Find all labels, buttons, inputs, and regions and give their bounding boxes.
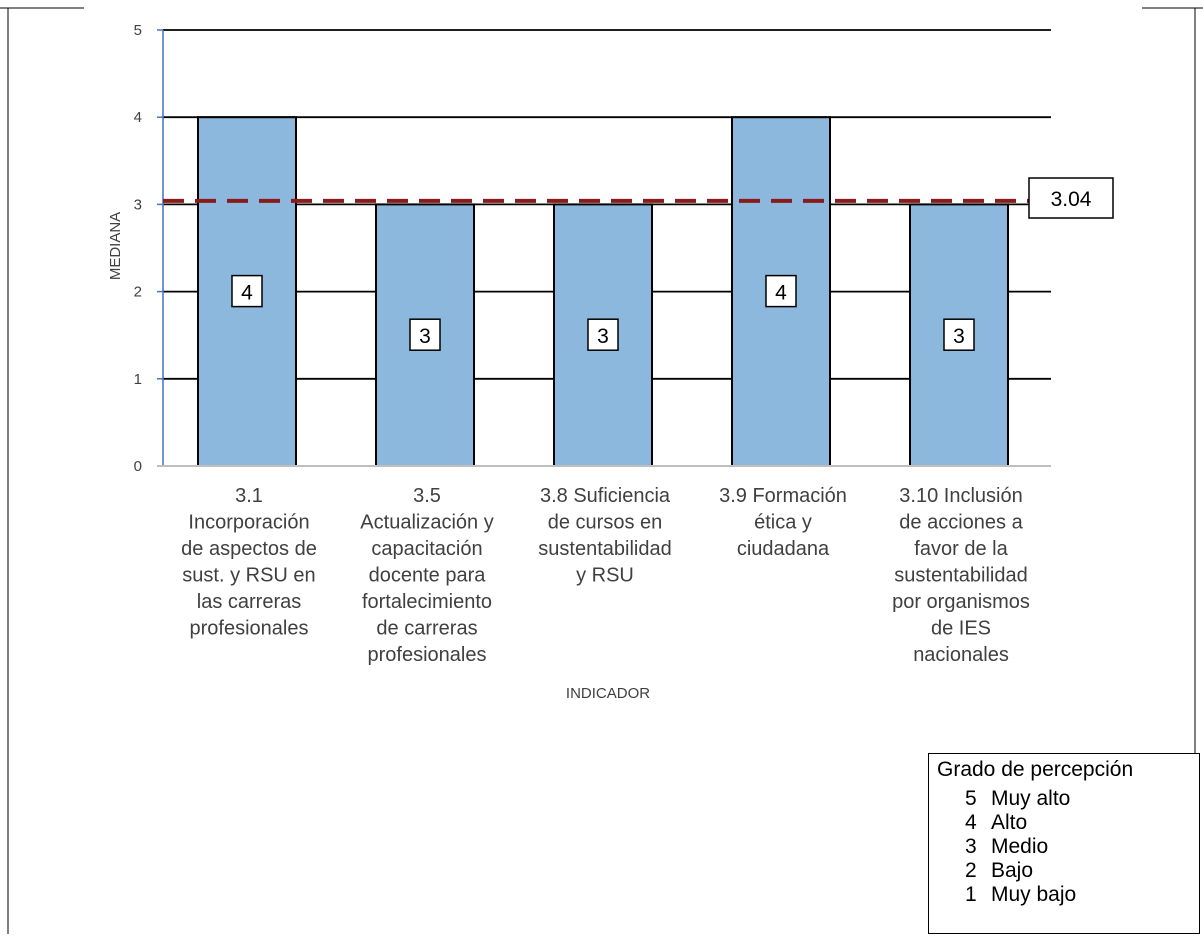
data-label-box	[231, 274, 263, 308]
x-category-label: 3.8 Suficiencia de cursos en sustentabilid…	[538, 485, 671, 587]
data-label: 4	[241, 282, 253, 305]
x-category-label-line: sustentabilidad	[894, 565, 1027, 587]
legend-item: 5 Muy alto	[965, 787, 1070, 811]
bar	[197, 116, 297, 467]
legend-item-label: Medio	[991, 835, 1049, 858]
x-category-label-line: 3.5	[413, 485, 441, 507]
data-label-box	[765, 274, 797, 308]
legend-item-label: Alto	[991, 811, 1028, 834]
reference-line-group: 3.04	[163, 177, 1114, 219]
reference-label-box	[1028, 177, 1114, 219]
x-category-label-line: sustentabilidad	[538, 538, 671, 560]
x-category-label-line: por organismos	[892, 591, 1030, 613]
legend-item-value: 1	[965, 883, 977, 906]
x-category-label-line: y RSU	[576, 565, 634, 587]
data-label: 3	[953, 325, 965, 348]
y-axis-title: MEDIANA	[107, 212, 124, 280]
legend-item-label: Bajo	[991, 859, 1034, 882]
reference-label: 3.04	[1051, 188, 1092, 211]
x-category-label-line: profesionales	[190, 618, 309, 640]
data-labels: 4 3 3 4 3	[231, 274, 975, 351]
x-category-label: 3.10 Inclusión de acciones a favor de la su…	[892, 485, 1030, 666]
x-category-label-line: de IES	[931, 618, 991, 640]
legend-item: 4 Alto	[965, 811, 1027, 835]
legend: Grado de percepción 5 Muy alto 4 Alto 3 …	[928, 753, 1200, 934]
x-category-labels: 3.1 Incorporación de aspectos de sust. y RS…	[181, 485, 1030, 666]
x-category-label-line: Incorporación	[188, 512, 309, 534]
legend-item: 1 Muy bajo	[965, 883, 1076, 907]
x-category-label-line: 3.1	[235, 485, 263, 507]
x-category-label-line: las carreras	[197, 591, 301, 613]
data-label: 3	[597, 325, 609, 348]
x-category-label-line: de cursos en	[548, 512, 663, 534]
x-category-label-line: fortalecimiento	[362, 591, 492, 613]
x-category-label-line: ciudadana	[737, 538, 830, 560]
legend-item-value: 4	[965, 811, 977, 834]
legend-item-label: Muy alto	[991, 787, 1071, 810]
x-category-label-line: Actualización y	[360, 512, 493, 534]
legend-item-value: 3	[965, 835, 977, 858]
x-category-label-line: docente para	[369, 565, 487, 587]
legend-item-value: 2	[965, 859, 977, 882]
x-category-label-line: ética y	[754, 512, 812, 534]
y-tick-label: 2	[134, 284, 142, 301]
axes	[157, 29, 1051, 467]
y-tick-label: 1	[134, 371, 142, 388]
x-category-label-line: de aspectos de	[181, 538, 317, 560]
data-label: 4	[775, 282, 787, 305]
y-tick-label: 3	[134, 196, 142, 213]
y-tick-label: 0	[134, 458, 142, 475]
x-category-label-line: 3.9 Formación	[719, 485, 847, 507]
x-category-label-line: sust. y RSU en	[182, 565, 315, 587]
x-category-label-line: profesionales	[368, 644, 487, 666]
y-tick-labels: 0 1 2 3 4 5	[134, 22, 142, 475]
data-label-box	[587, 318, 619, 351]
x-axis-title: INDICADOR	[566, 685, 650, 702]
x-category-label-line: capacitación	[371, 538, 482, 560]
legend-item-value: 5	[965, 787, 977, 810]
x-category-label-line: nacionales	[913, 644, 1009, 666]
legend-title: Grado de percepción	[937, 758, 1134, 781]
data-label: 3	[419, 325, 431, 348]
chart-border	[0, 7, 1203, 934]
x-category-label-line: de acciones a	[899, 512, 1023, 534]
x-category-label-line: 3.10 Inclusión	[899, 485, 1022, 507]
data-label-box	[409, 318, 441, 351]
x-category-label-line: favor de la	[914, 538, 1008, 560]
data-label-box	[943, 318, 975, 351]
x-category-label-line: 3.8 Suficiencia	[540, 485, 671, 507]
x-category-label: 3.5 Actualización y capacitación docente pa…	[360, 485, 493, 666]
x-category-label: 3.1 Incorporación de aspectos de sust. y RS…	[181, 485, 317, 640]
legend-item: 3 Medio	[965, 835, 1048, 859]
x-category-label-line: de carreras	[376, 618, 477, 640]
legend-item-label: Muy bajo	[991, 883, 1077, 906]
bars	[197, 116, 1009, 467]
y-tick-label: 4	[134, 109, 142, 126]
legend-item: 2 Bajo	[965, 859, 1033, 883]
y-tick-label: 5	[134, 22, 142, 39]
x-category-label: 3.9 Formación ética y ciudadana	[719, 485, 847, 560]
